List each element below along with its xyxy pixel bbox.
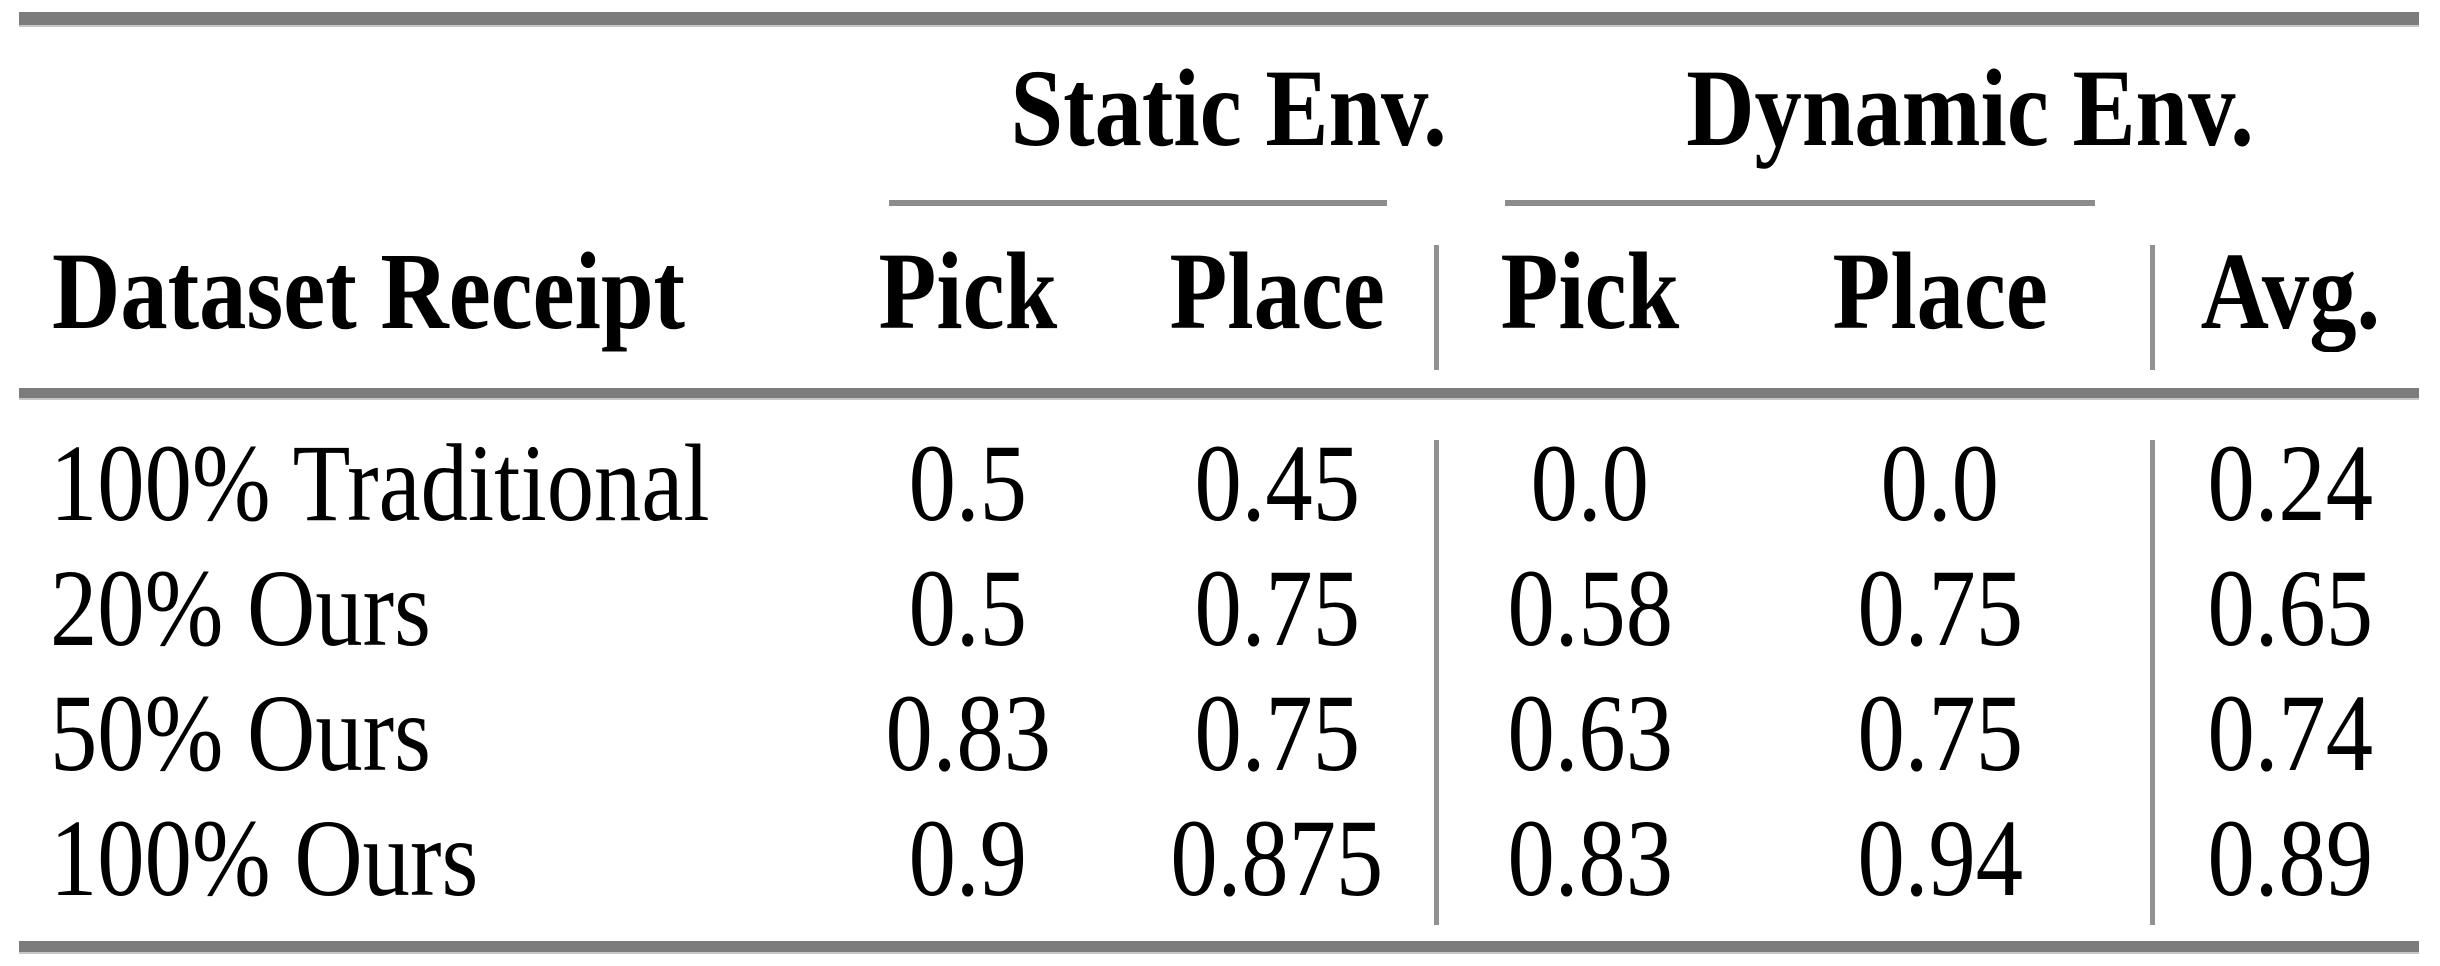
table-cell: 0.89: [2207, 797, 2373, 919]
table-bottom-rule: [19, 941, 2419, 954]
header-dynamic-place: Place: [1832, 230, 2048, 352]
row-label: 100% Ours: [50, 797, 479, 919]
table-cell: 0.58: [1507, 547, 1673, 669]
column-divider-static-dynamic-body: [1434, 440, 1439, 925]
table-top-rule: [19, 12, 2419, 27]
table-cell: 0.83: [1507, 797, 1673, 919]
static-env-underline: [889, 200, 1387, 206]
table-cell: 0.63: [1507, 672, 1673, 794]
column-divider-static-dynamic-header: [1434, 245, 1439, 370]
column-divider-avg-header: [2150, 245, 2155, 370]
table-cell: 0.65: [2207, 547, 2373, 669]
header-avg: Avg.: [2200, 230, 2380, 352]
table-cell: 0.24: [2207, 422, 2373, 544]
table-cell: 0.75: [1194, 547, 1360, 669]
row-label: 100% Traditional: [50, 422, 710, 544]
table-mid-rule: [19, 388, 2419, 400]
table-cell: 0.75: [1857, 547, 2023, 669]
table-cell: 0.9: [908, 797, 1028, 919]
header-static-pick: Pick: [878, 230, 1058, 352]
row-label: 50% Ours: [50, 672, 431, 794]
column-divider-avg-body: [2150, 440, 2155, 925]
row-label: 20% Ours: [50, 547, 431, 669]
table-cell: 0.75: [1194, 672, 1360, 794]
header-static-place: Place: [1169, 230, 1385, 352]
dynamic-env-underline: [1505, 200, 2095, 206]
table-cell: 0.45: [1194, 422, 1360, 544]
table-cell: 0.74: [2207, 672, 2373, 794]
table-cell: 0.5: [908, 547, 1028, 669]
table-cell: 0.75: [1857, 672, 2023, 794]
table-cell: 0.83: [885, 672, 1051, 794]
table-cell: 0.0: [1530, 422, 1650, 544]
table-cell: 0.5: [908, 422, 1028, 544]
group-header-static-env: Static Env.: [1010, 47, 1447, 169]
table-cell: 0.0: [1880, 422, 2000, 544]
table-cell: 0.875: [1170, 797, 1384, 919]
header-dataset-receipt: Dataset Receipt: [52, 230, 686, 352]
group-header-dynamic-env: Dynamic Env.: [1686, 47, 2254, 169]
header-dynamic-pick: Pick: [1500, 230, 1680, 352]
table-cell: 0.94: [1857, 797, 2023, 919]
